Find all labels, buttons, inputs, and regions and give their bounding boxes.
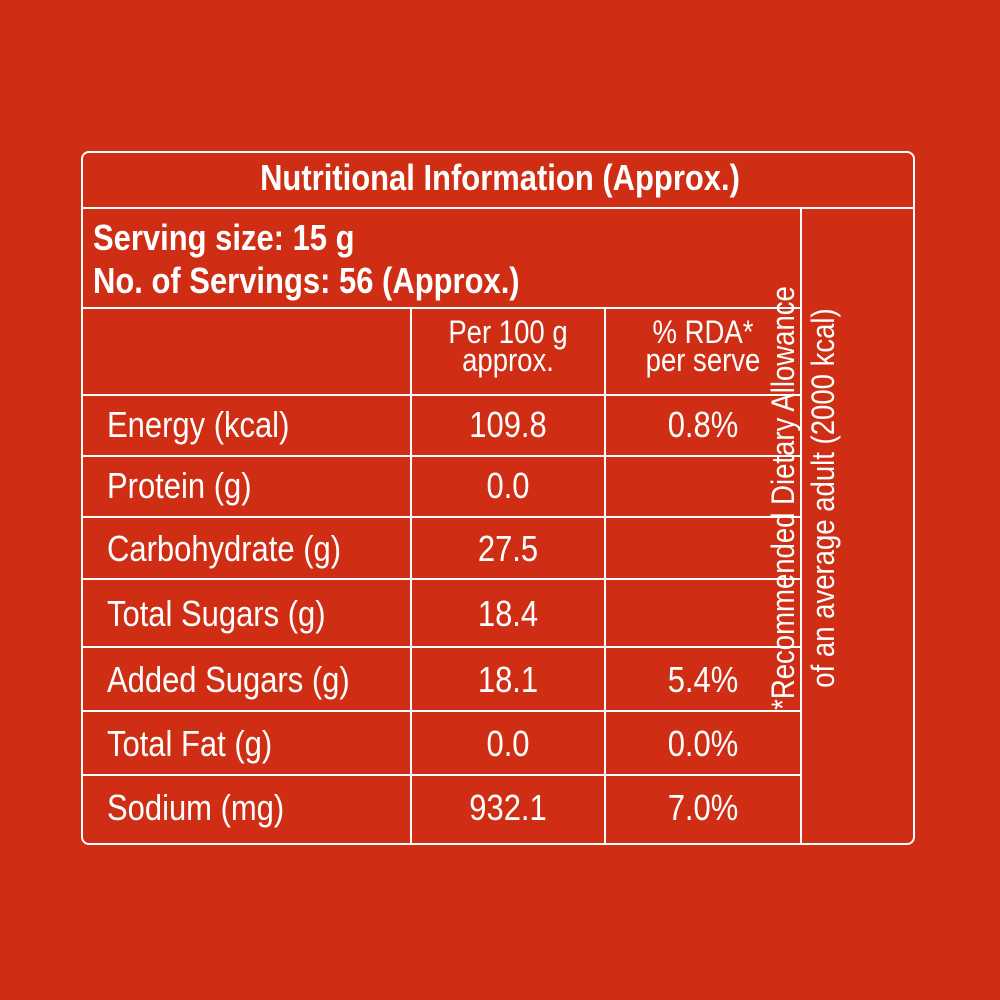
- row-value-protein-per100: 0.0: [486, 465, 530, 506]
- row-value-added-sugars-rda: 5.4%: [667, 659, 739, 700]
- column-header-rda-line2: per serve: [645, 342, 761, 378]
- row-value-energy-per100: 109.8: [469, 404, 547, 445]
- serving-size: Serving size: 15 g: [93, 217, 355, 258]
- column-header-per100-line1: Per 100 g: [448, 314, 568, 350]
- rda-footnote-text: *Recommended Dietary Allowance of an ave…: [763, 223, 843, 773]
- row-label-added-sugars: Added Sugars (g): [107, 659, 350, 700]
- column-header-rda-line1: % RDA*: [652, 314, 754, 350]
- row-label-carbohydrate: Carbohydrate (g): [107, 528, 342, 569]
- nutrition-table: Nutritional Information (Approx.) Servin…: [81, 151, 915, 845]
- row-value-energy-rda: 0.8%: [667, 404, 739, 445]
- rule-footnote-column: [800, 207, 802, 843]
- row-label-energy: Energy (kcal): [107, 404, 290, 445]
- column-header-per100-line2: approx.: [462, 342, 554, 378]
- row-value-total-fat-rda: 0.0%: [667, 723, 739, 764]
- row-label-protein: Protein (g): [107, 465, 252, 506]
- table-title: Nutritional Information (Approx.): [260, 157, 740, 198]
- row-value-sodium-rda: 7.0%: [667, 787, 739, 828]
- row-label-total-sugars: Total Sugars (g): [107, 593, 326, 634]
- rule-under-title: [83, 207, 913, 209]
- rule-column-per100: [410, 307, 412, 843]
- rda-footnote-line2: of an average adult (2000 kcal): [805, 308, 841, 688]
- number-of-servings: No. of Servings: 56 (Approx.): [93, 260, 520, 301]
- rule-row: [83, 710, 800, 712]
- rule-row: [83, 774, 800, 776]
- rule-row: [83, 516, 800, 518]
- rule-under-header: [83, 394, 800, 396]
- row-value-total-fat-per100: 0.0: [486, 723, 530, 764]
- rule-row: [83, 646, 800, 648]
- row-value-carbohydrate-per100: 27.5: [477, 528, 539, 569]
- row-value-sodium-per100: 932.1: [469, 787, 547, 828]
- rule-row: [83, 578, 800, 580]
- row-value-total-sugars-per100: 18.4: [477, 593, 539, 634]
- row-label-sodium: Sodium (mg): [107, 787, 285, 828]
- row-label-total-fat: Total Fat (g): [107, 723, 273, 764]
- row-value-added-sugars-per100: 18.1: [477, 659, 539, 700]
- rule-column-rda: [604, 307, 606, 843]
- rule-row: [83, 455, 800, 457]
- rda-footnote-line1: *Recommended Dietary Allowance: [765, 286, 801, 710]
- rule-under-servings: [83, 307, 800, 309]
